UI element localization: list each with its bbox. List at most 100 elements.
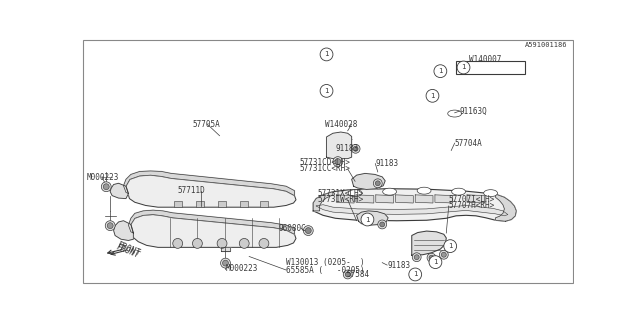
- Text: 57705A: 57705A: [193, 120, 220, 129]
- Circle shape: [239, 238, 249, 248]
- Polygon shape: [356, 211, 388, 225]
- Text: 57584: 57584: [346, 270, 369, 279]
- Circle shape: [429, 256, 442, 268]
- Polygon shape: [356, 195, 374, 203]
- Text: 1: 1: [430, 93, 435, 99]
- Text: 1: 1: [324, 88, 329, 94]
- Text: W140028: W140028: [325, 120, 357, 129]
- Text: 96080C: 96080C: [279, 224, 307, 233]
- Text: 57731CD<LH>: 57731CD<LH>: [300, 158, 351, 167]
- Circle shape: [335, 159, 341, 164]
- Circle shape: [444, 240, 456, 252]
- Circle shape: [173, 238, 182, 248]
- Text: 91183: 91183: [375, 159, 399, 168]
- Polygon shape: [110, 183, 129, 198]
- Polygon shape: [495, 194, 516, 221]
- Ellipse shape: [383, 188, 397, 195]
- Circle shape: [217, 238, 227, 248]
- Polygon shape: [131, 215, 296, 247]
- Polygon shape: [467, 195, 484, 203]
- Bar: [456, 60, 525, 75]
- Circle shape: [345, 272, 350, 277]
- Text: 1: 1: [433, 259, 438, 265]
- Polygon shape: [114, 221, 133, 240]
- Circle shape: [103, 184, 109, 190]
- Polygon shape: [313, 192, 333, 211]
- Text: 57707H<RH>: 57707H<RH>: [449, 202, 495, 211]
- Circle shape: [320, 84, 333, 97]
- Text: W130013 (0205-  ): W130013 (0205- ): [286, 258, 365, 267]
- Polygon shape: [435, 195, 452, 203]
- Circle shape: [378, 220, 387, 229]
- Circle shape: [429, 255, 434, 260]
- Text: W140007: W140007: [469, 55, 501, 64]
- Polygon shape: [313, 189, 516, 221]
- Circle shape: [305, 228, 311, 234]
- Circle shape: [409, 268, 422, 281]
- Text: 57731CC<RH>: 57731CC<RH>: [300, 164, 351, 173]
- Ellipse shape: [484, 190, 497, 196]
- Circle shape: [427, 253, 436, 262]
- Circle shape: [457, 61, 470, 74]
- Text: 1: 1: [461, 64, 466, 70]
- Text: 91163Q: 91163Q: [460, 107, 487, 116]
- Text: 65585A (   -0205): 65585A ( -0205): [286, 266, 365, 275]
- Ellipse shape: [452, 188, 465, 195]
- Circle shape: [333, 157, 343, 166]
- Text: FRONT: FRONT: [115, 240, 141, 258]
- Text: 1: 1: [448, 243, 452, 249]
- Circle shape: [373, 179, 382, 188]
- Circle shape: [320, 48, 333, 61]
- Polygon shape: [126, 175, 296, 207]
- Text: FRONT: FRONT: [115, 242, 141, 260]
- Circle shape: [105, 221, 115, 231]
- Polygon shape: [221, 247, 230, 251]
- Circle shape: [442, 252, 446, 257]
- Text: 57731W<RH>: 57731W<RH>: [317, 195, 364, 204]
- Text: 1: 1: [438, 68, 443, 74]
- Circle shape: [426, 89, 439, 102]
- Polygon shape: [124, 171, 294, 196]
- Text: 57704A: 57704A: [454, 139, 483, 148]
- Circle shape: [380, 222, 385, 227]
- Text: 91183: 91183: [336, 144, 359, 153]
- Circle shape: [108, 223, 113, 228]
- Text: 57731X<LH>: 57731X<LH>: [317, 188, 364, 198]
- Circle shape: [303, 226, 313, 236]
- Circle shape: [412, 253, 421, 262]
- Bar: [218, 201, 226, 207]
- Text: M000223: M000223: [225, 264, 258, 273]
- Polygon shape: [337, 195, 354, 203]
- Circle shape: [343, 270, 352, 279]
- Circle shape: [101, 182, 111, 192]
- Circle shape: [221, 258, 230, 268]
- Polygon shape: [415, 195, 433, 203]
- Bar: [196, 201, 204, 207]
- Polygon shape: [326, 132, 351, 159]
- Text: A591001186: A591001186: [525, 42, 567, 48]
- Circle shape: [193, 238, 202, 248]
- Circle shape: [223, 260, 228, 266]
- Circle shape: [434, 65, 447, 77]
- Ellipse shape: [448, 110, 461, 117]
- Ellipse shape: [417, 187, 431, 194]
- Circle shape: [361, 213, 374, 226]
- Text: M000223: M000223: [86, 173, 119, 182]
- Polygon shape: [316, 205, 508, 216]
- Bar: [241, 201, 248, 207]
- Bar: [174, 201, 182, 207]
- Polygon shape: [129, 210, 294, 234]
- Text: 57711D: 57711D: [178, 186, 205, 195]
- Text: 57707I<LH>: 57707I<LH>: [449, 195, 495, 204]
- Circle shape: [414, 255, 419, 260]
- Text: 1: 1: [413, 271, 417, 277]
- Polygon shape: [351, 173, 385, 189]
- Circle shape: [353, 146, 358, 151]
- Text: 91183: 91183: [387, 260, 410, 269]
- Circle shape: [351, 144, 360, 153]
- Circle shape: [440, 250, 448, 259]
- Bar: [260, 201, 268, 207]
- Text: 1: 1: [365, 217, 370, 222]
- Circle shape: [259, 238, 269, 248]
- Polygon shape: [412, 231, 446, 255]
